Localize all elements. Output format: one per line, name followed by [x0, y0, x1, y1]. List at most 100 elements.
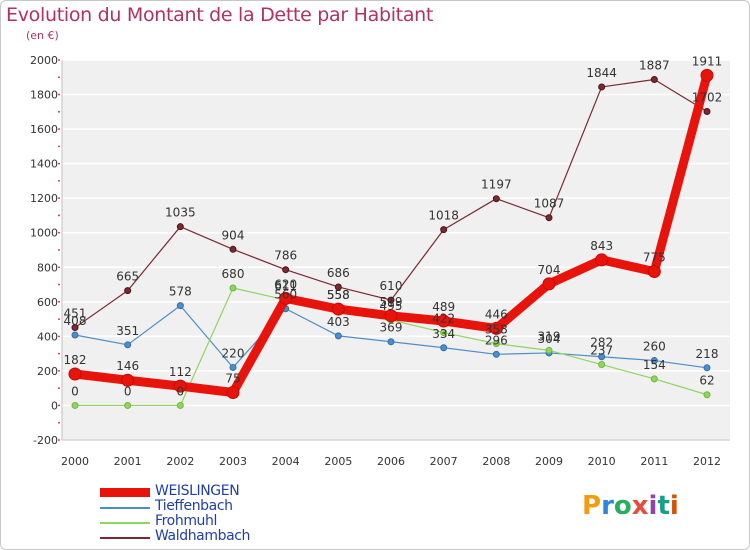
proxiti-logo: Proxiti — [582, 491, 679, 521]
data-label: 686 — [327, 266, 350, 280]
data-point-weislingen — [647, 265, 661, 279]
data-label: 1018 — [428, 209, 459, 223]
data-point-frohmuhl — [176, 401, 184, 409]
data-label: 0 — [124, 384, 132, 398]
data-label: 154 — [643, 358, 666, 372]
data-label: 351 — [116, 324, 139, 338]
data-label: 495 — [380, 299, 403, 313]
data-point-weislingen — [331, 302, 345, 316]
data-label: 665 — [116, 270, 139, 284]
data-point-weislingen — [542, 277, 556, 291]
y-minor-tick — [58, 352, 60, 355]
data-label: 220 — [222, 346, 245, 360]
x-tick-label: 2005 — [324, 455, 352, 468]
data-label: 358 — [485, 323, 508, 337]
data-label: 334 — [432, 327, 455, 341]
data-point-waldhambach — [440, 226, 448, 234]
data-point-weislingen — [173, 379, 187, 393]
data-point-weislingen — [384, 309, 398, 323]
y-minor-tick — [58, 162, 60, 165]
data-point-weislingen — [700, 68, 714, 82]
logo-letter: o — [613, 491, 632, 521]
y-tick-label: 1600 — [30, 123, 58, 136]
plot-area — [62, 60, 730, 440]
data-point-waldhambach — [176, 223, 184, 231]
data-point-tieffenbach — [650, 357, 658, 365]
legend-swatch — [100, 522, 150, 524]
legend-label: Frohmuhl — [155, 513, 217, 529]
data-label: 620 — [274, 277, 297, 291]
x-tick-label: 2004 — [272, 455, 300, 468]
legend-label: WEISLINGEN — [155, 483, 240, 499]
y-minor-tick — [58, 335, 60, 338]
x-tick-label: 2010 — [588, 455, 616, 468]
y-tick-label: 2000 — [30, 54, 58, 67]
data-label: 560 — [274, 288, 297, 302]
y-minor-tick — [58, 300, 60, 303]
x-tick-label: 2006 — [377, 455, 405, 468]
data-label: 369 — [380, 321, 403, 335]
data-point-tieffenbach — [492, 350, 500, 358]
data-label: 1087 — [534, 197, 565, 211]
y-minor-tick — [58, 404, 60, 407]
logo-letter: i — [669, 491, 679, 521]
data-point-waldhambach — [703, 107, 711, 115]
y-tick-label: 800 — [37, 261, 58, 274]
y-minor-tick — [58, 76, 60, 79]
y-minor-tick — [58, 387, 60, 390]
data-point-waldhambach — [598, 83, 606, 91]
x-tick-label: 2001 — [114, 455, 142, 468]
x-tick-label: 2012 — [693, 455, 721, 468]
y-minor-tick — [58, 283, 60, 286]
data-point-tieffenbach — [440, 344, 448, 352]
y-minor-tick — [58, 145, 60, 148]
x-tick-label: 2000 — [61, 455, 89, 468]
data-point-waldhambach — [334, 283, 342, 291]
data-point-frohmuhl — [545, 346, 553, 354]
data-label: 1702 — [692, 90, 723, 104]
data-label: 775 — [643, 251, 666, 265]
data-label: 1887 — [639, 59, 670, 73]
data-label: 182 — [64, 353, 87, 367]
data-point-frohmuhl — [124, 401, 132, 409]
data-label: 422 — [432, 312, 455, 326]
data-point-frohmuhl — [703, 391, 711, 399]
y-minor-tick — [58, 439, 60, 441]
data-point-tieffenbach — [124, 341, 132, 349]
data-point-weislingen — [68, 367, 82, 381]
y-tick-label: 200 — [37, 365, 58, 378]
data-label: 558 — [327, 288, 350, 302]
data-point-waldhambach — [492, 195, 500, 203]
data-label: 1911 — [692, 54, 723, 68]
data-point-weislingen — [595, 253, 609, 267]
data-label: 260 — [643, 340, 666, 354]
chart-title: Evolution du Montant de la Dette par Hab… — [6, 4, 434, 26]
legend-label: Waldhambach — [155, 528, 251, 544]
data-point-waldhambach — [229, 245, 237, 253]
data-label: 904 — [222, 228, 245, 242]
data-label: 558 — [327, 288, 350, 302]
y-minor-tick — [58, 180, 60, 182]
data-label: 304 — [538, 332, 561, 346]
data-label: 319 — [538, 329, 561, 343]
data-label: 146 — [116, 359, 139, 373]
data-label: 1197 — [481, 178, 512, 192]
data-label: 403 — [327, 315, 350, 329]
data-label: 680 — [222, 267, 245, 281]
data-label: 451 — [64, 307, 87, 321]
data-label: 1035 — [165, 206, 196, 220]
y-minor-tick — [58, 249, 60, 251]
data-point-waldhambach — [650, 76, 658, 84]
x-tick-label: 2011 — [640, 455, 668, 468]
y-minor-tick — [58, 110, 60, 113]
data-point-weislingen — [226, 386, 240, 399]
data-point-waldhambach — [387, 296, 395, 304]
data-label: 610 — [380, 279, 403, 293]
data-point-tieffenbach — [703, 364, 711, 372]
chart-subtitle: (en €) — [26, 29, 59, 42]
data-point-weislingen — [437, 314, 451, 328]
data-point-tieffenbach — [334, 332, 342, 340]
data-point-weislingen — [121, 373, 135, 387]
x-tick-label: 2009 — [535, 455, 563, 468]
